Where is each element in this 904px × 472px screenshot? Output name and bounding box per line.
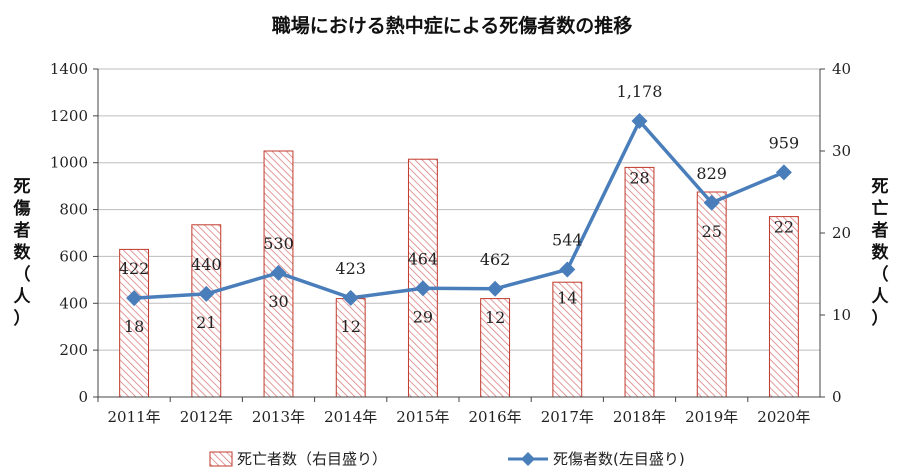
x-tick-label: 2014年 [324, 408, 377, 426]
bar-2020年 [769, 217, 798, 397]
line-point-2017年 [559, 262, 575, 278]
bar-value-label: 12 [341, 317, 361, 336]
line-value-label: 440 [191, 255, 222, 274]
left-tick-label: 1400 [50, 60, 88, 78]
left-tick-label: 600 [59, 247, 88, 265]
line-value-label: 464 [408, 249, 439, 268]
right-tick-label: 10 [832, 306, 851, 324]
line-value-label: 530 [263, 234, 294, 253]
right-tick-label: 40 [832, 60, 851, 78]
left-tick-label: 400 [59, 294, 88, 312]
bar-value-label: 28 [629, 168, 649, 187]
legend-line-label: 死傷者数(左目盛り) [553, 450, 685, 468]
right-tick-label: 0 [832, 388, 842, 406]
bar-2014年 [336, 299, 365, 397]
x-tick-label: 2015年 [396, 408, 449, 426]
right-axis-ticks: 0 10 20 30 40 [820, 60, 851, 406]
legend-line-marker [521, 452, 535, 466]
legend-bar-label: 死亡者数（右目盛り） [237, 450, 387, 468]
bar-value-label: 18 [124, 317, 144, 336]
left-tick-label: 1200 [50, 107, 88, 125]
x-tick-label: 2013年 [252, 408, 305, 426]
line-point-2020年 [776, 164, 792, 180]
bar-value-label: 29 [413, 307, 433, 326]
x-tick-label: 2012年 [180, 408, 233, 426]
line-value-label: 1,178 [617, 82, 663, 101]
x-tick-label: 2011年 [108, 408, 161, 426]
left-tick-label: 200 [59, 341, 88, 359]
bar-value-label: 25 [702, 222, 722, 241]
bar-value-label: 21 [196, 313, 216, 332]
x-axis-ticks: 2011年 2012年 2013年 2014年 2015年 2016年 2017年 2018年… [98, 397, 810, 426]
line-value-label: 959 [769, 133, 800, 152]
bar-2012年 [192, 225, 221, 397]
left-axis-label: 死傷者数（人） [13, 177, 32, 329]
bar-value-label: 22 [774, 218, 794, 237]
legend: 死亡者数（右目盛り） 死傷者数(左目盛り) [210, 450, 685, 468]
bar-value-label: 14 [557, 289, 577, 308]
left-tick-label: 0 [78, 388, 88, 406]
line-value-label: 829 [696, 164, 727, 183]
left-tick-label: 800 [59, 201, 88, 219]
right-tick-label: 20 [832, 224, 851, 242]
x-tick-label: 2017年 [541, 408, 594, 426]
right-axis-label: 死亡者数（人） [871, 177, 890, 329]
x-tick-label: 2019年 [685, 408, 738, 426]
line-point-2016年 [487, 281, 503, 297]
line-value-label: 423 [335, 259, 366, 278]
bar-value-label: 30 [268, 292, 288, 311]
line-value-label: 544 [552, 231, 583, 250]
legend-bar-swatch [210, 452, 232, 466]
x-tick-label: 2018年 [613, 408, 666, 426]
left-axis-ticks: 0 200 400 600 800 1000 1200 1400 [50, 60, 98, 406]
left-tick-label: 1000 [50, 154, 88, 172]
x-tick-label: 2020年 [757, 408, 810, 426]
bar-2015年 [408, 159, 437, 397]
bar-value-labels: 18 21 30 12 29 12 14 28 25 22 [124, 168, 794, 336]
line-value-label: 462 [480, 250, 511, 269]
right-tick-label: 30 [832, 142, 851, 160]
chart-title: 職場における熱中症による死傷者数の推移 [272, 14, 632, 37]
bar-value-label: 12 [485, 308, 505, 327]
bar-2018年 [625, 167, 654, 397]
x-tick-label: 2016年 [469, 408, 522, 426]
line-value-label: 422 [119, 259, 150, 278]
